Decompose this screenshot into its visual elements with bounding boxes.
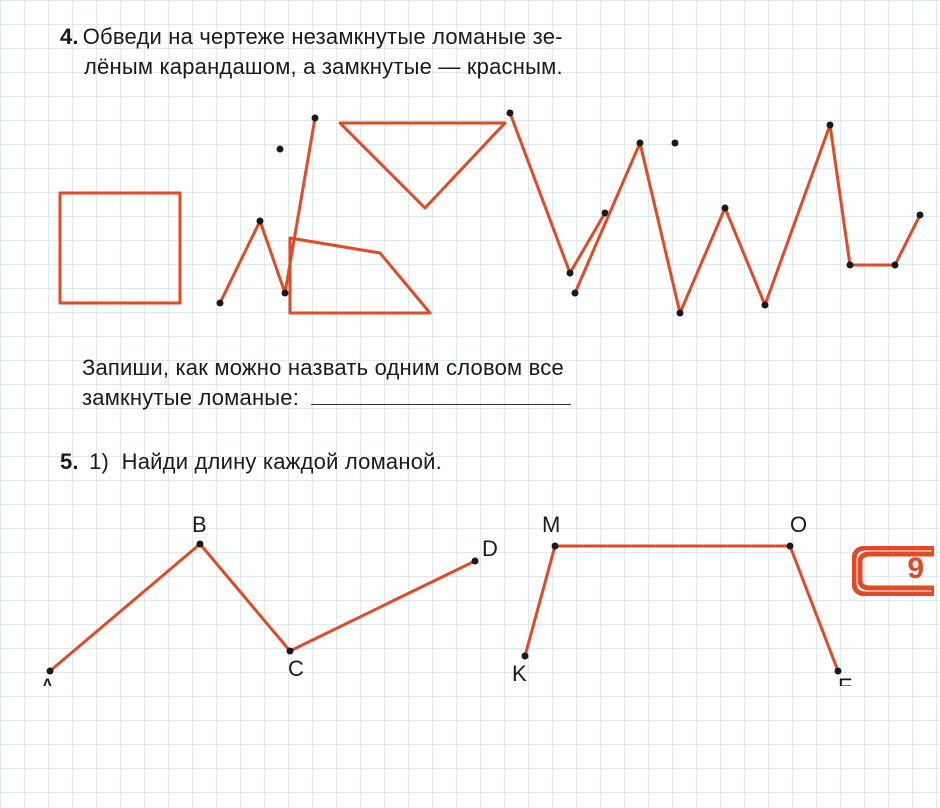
task5-diagram: A B C D K M O E <box>0 476 940 686</box>
task4-diagram <box>0 73 940 323</box>
task4-followup: Запиши, как можно назвать одним словом в… <box>0 323 940 412</box>
task5-block: 5. 1) Найди длину каждой ломаной. <box>0 413 940 477</box>
svg-text:D: D <box>482 536 498 561</box>
blank-answer-line <box>311 404 571 405</box>
svg-text:B: B <box>192 512 207 537</box>
task5-sub: 1) <box>89 449 109 474</box>
task4-followup-line1: Запиши, как можно назвать одним словом в… <box>82 355 564 380</box>
svg-text:K: K <box>512 661 527 686</box>
svg-text:A: A <box>40 674 55 686</box>
page-number-badge: 9 <box>852 546 934 596</box>
task5-text: Найди длину каждой ломаной. <box>122 449 442 474</box>
svg-text:C: C <box>288 656 304 681</box>
task4-followup-line2: замкнутые ломаные: <box>82 385 299 410</box>
svg-text:O: O <box>790 512 807 537</box>
task5-number: 5. <box>60 449 79 474</box>
page-number: 9 <box>907 552 924 586</box>
svg-text:E: E <box>838 674 853 686</box>
svg-text:M: M <box>542 512 560 537</box>
